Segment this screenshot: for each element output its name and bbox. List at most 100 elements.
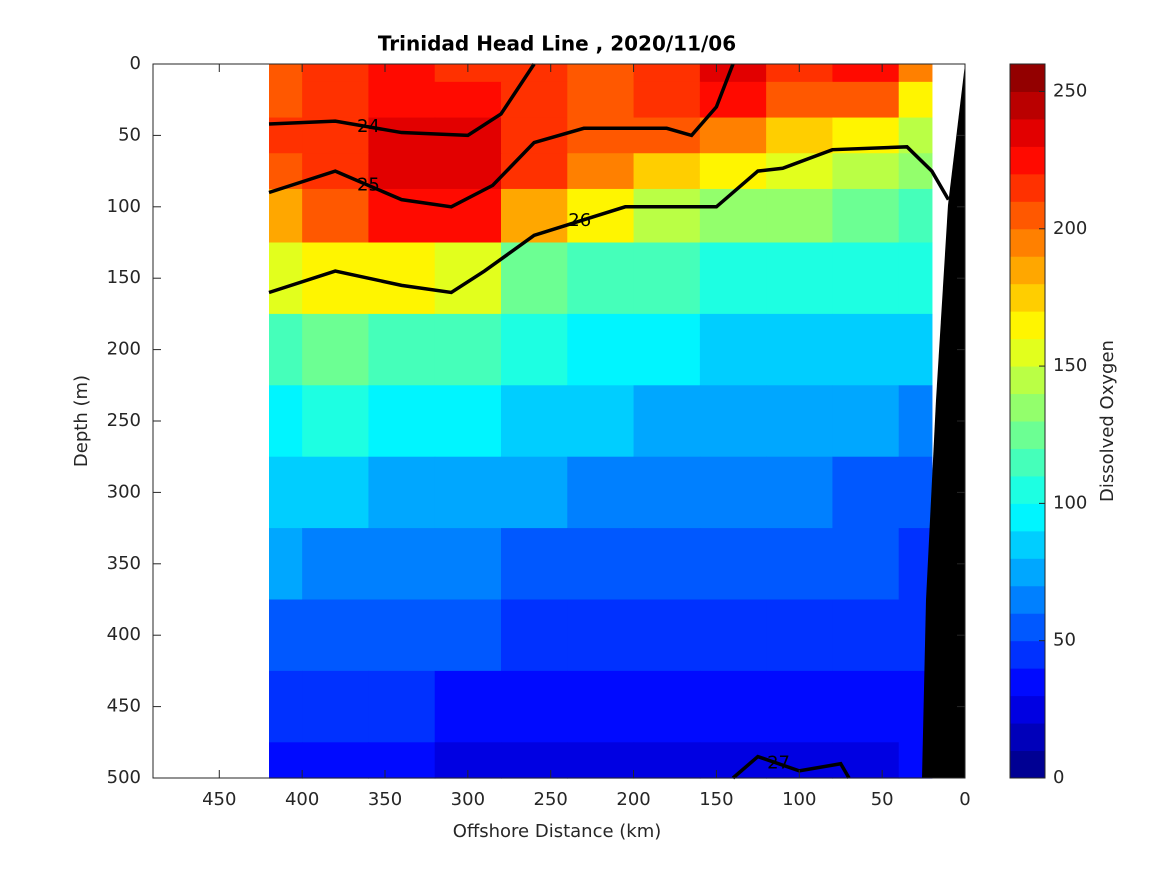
oxygen-cell <box>269 64 303 83</box>
oxygen-cell <box>633 64 701 83</box>
y-tick-label: 350 <box>107 553 141 574</box>
contour-label: 27 <box>767 753 790 774</box>
oxygen-cell <box>269 188 303 244</box>
oxygen-cell <box>633 242 701 315</box>
oxygen-cell <box>766 456 834 529</box>
oxygen-cell <box>501 742 568 779</box>
x-tick-label: 450 <box>202 789 236 810</box>
oxygen-cell <box>368 385 436 458</box>
oxygen-cell <box>633 670 701 743</box>
oxygen-cell <box>302 456 370 529</box>
oxygen-cell <box>302 528 370 601</box>
colorbar-band <box>1010 421 1045 449</box>
oxygen-cell <box>567 64 635 83</box>
colorbar-tick-label: 200 <box>1053 218 1087 239</box>
oxygen-cell <box>368 242 436 315</box>
oxygen-cell <box>898 385 933 458</box>
oxygen-cell <box>501 599 568 672</box>
colorbar-band <box>1010 695 1045 724</box>
y-tick-label: 250 <box>107 410 141 431</box>
contour-line <box>268 63 735 209</box>
oxygen-cell <box>269 456 303 529</box>
y-tick-label: 500 <box>107 767 141 788</box>
x-tick-label: 400 <box>285 789 319 810</box>
oxygen-cell <box>269 385 303 458</box>
oxygen-cell <box>368 188 436 244</box>
oxygen-cell <box>302 313 370 386</box>
y-tick-label: 200 <box>107 339 141 360</box>
x-tick-label: 350 <box>368 789 402 810</box>
colorbar-band <box>1010 393 1045 422</box>
oxygen-cell <box>434 385 502 458</box>
colorbar-band <box>1010 448 1045 477</box>
oxygen-cell <box>699 456 767 529</box>
x-tick-label: 150 <box>699 789 733 810</box>
oxygen-cell <box>302 188 370 244</box>
oxygen-cell <box>898 456 933 529</box>
oxygen-cell <box>699 670 767 743</box>
contour-label: 26 <box>568 210 591 231</box>
colorbar-band <box>1010 118 1045 147</box>
oxygen-cell <box>898 153 933 190</box>
oxygen-cell <box>567 313 635 386</box>
oxygen-cell <box>766 242 834 315</box>
oxygen-cell <box>368 599 436 672</box>
oxygen-cell <box>368 313 436 386</box>
oxygen-cell <box>567 81 635 119</box>
colorbar-band <box>1010 585 1045 614</box>
colorbar-band <box>1010 640 1045 669</box>
oxygen-cell <box>699 599 767 672</box>
oxygen-cell <box>434 528 502 601</box>
oxygen-cell <box>832 188 900 244</box>
oxygen-cell <box>832 385 900 458</box>
oxygen-cell <box>766 670 834 743</box>
oxygen-cell <box>766 599 834 672</box>
y-tick-label: 300 <box>107 481 141 502</box>
oxygen-cell <box>501 385 568 458</box>
x-tick-label: 250 <box>534 789 568 810</box>
colorbar-band <box>1010 146 1045 175</box>
oxygen-cell <box>766 117 834 154</box>
oxygen-cell <box>302 385 370 458</box>
oxygen-cell <box>699 242 767 315</box>
chart-title: Trinidad Head Line , 2020/11/06 <box>378 32 736 56</box>
oxygen-cell <box>832 153 900 190</box>
oxygen-cell <box>368 117 436 154</box>
contour-label: 24 <box>357 116 380 137</box>
oxygen-cell <box>368 153 436 190</box>
contour-line <box>268 145 950 295</box>
oxygen-cell <box>368 456 436 529</box>
oxygen-cell <box>434 153 502 190</box>
oxygen-cell <box>567 670 635 743</box>
oxygen-cell <box>633 188 701 244</box>
colorbar-label: Dissolved Oxygen <box>1097 340 1118 502</box>
oxygen-cell <box>766 188 834 244</box>
oxygen-cell <box>501 153 568 190</box>
oxygen-cell <box>832 64 900 83</box>
oxygen-cell <box>501 670 568 743</box>
oxygen-cell <box>368 742 436 779</box>
oxygen-cell <box>766 313 834 386</box>
oxygen-cell <box>434 242 502 315</box>
colorbar-band <box>1010 475 1045 504</box>
colorbar-frame <box>1009 63 1046 779</box>
colorbar-tick-label: 100 <box>1053 492 1087 513</box>
oxygen-cell <box>633 153 701 190</box>
oxygen-cell <box>898 242 933 315</box>
oxygen-cell <box>434 313 502 386</box>
oxygen-cell <box>898 81 933 119</box>
oxygen-cell <box>633 385 701 458</box>
colorbar-band <box>1010 256 1045 285</box>
oxygen-cell <box>832 670 900 743</box>
oxygen-cell <box>302 64 370 83</box>
oxygen-cell <box>269 742 303 779</box>
oxygen-cell <box>832 313 900 386</box>
seafloor <box>922 64 965 778</box>
colorbar-band <box>1010 91 1045 120</box>
x-tick-label: 100 <box>782 789 816 810</box>
oxygen-cell <box>633 528 701 601</box>
oxygen-cell <box>633 599 701 672</box>
oxygen-cell <box>699 313 767 386</box>
oxygen-cell <box>567 456 635 529</box>
